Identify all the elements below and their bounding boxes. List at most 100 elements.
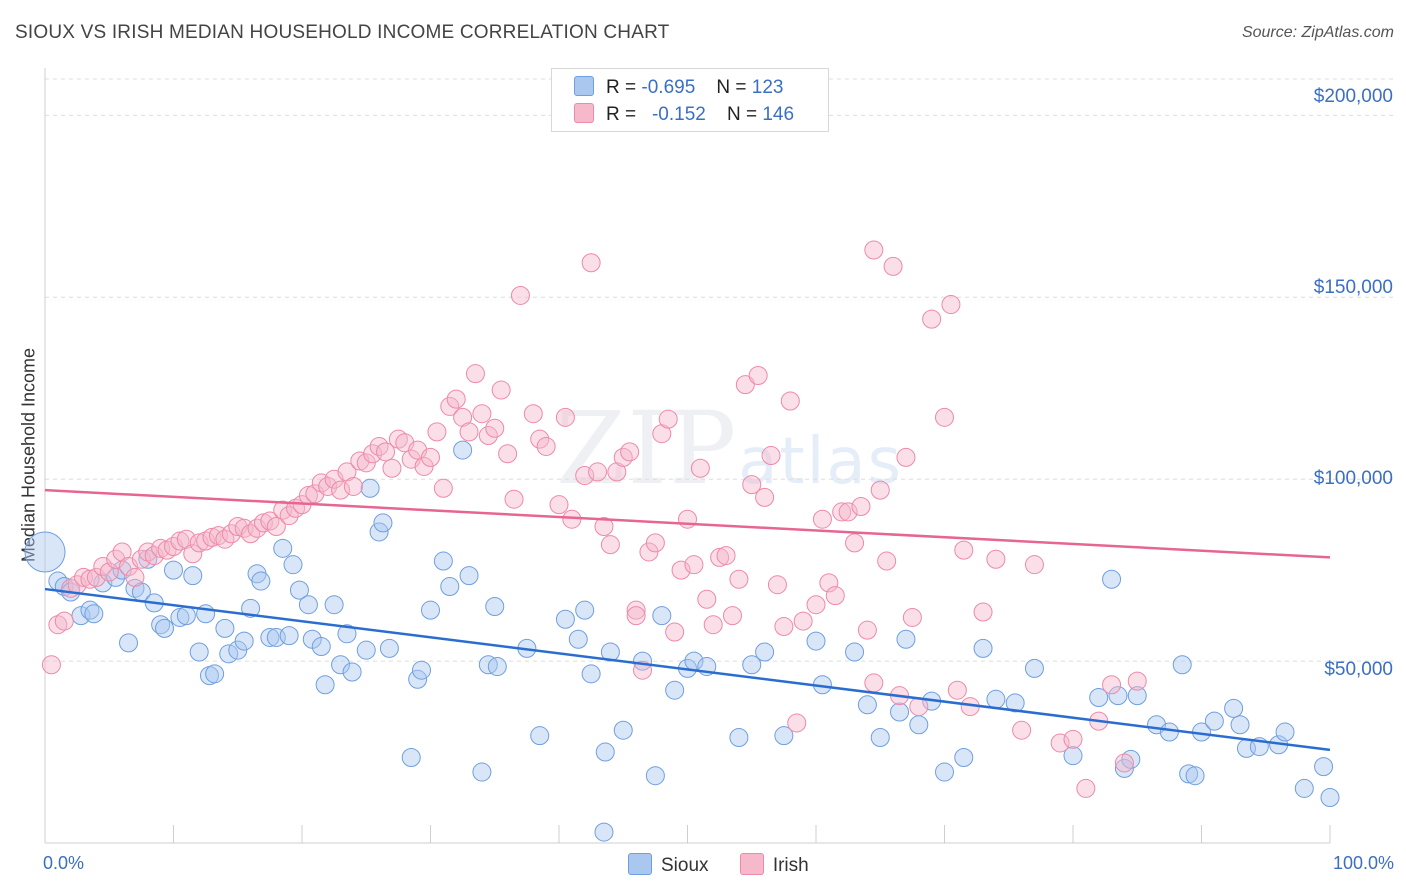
data-point-sioux [283,555,303,575]
watermark-zip: ZIP [556,390,739,507]
data-point-irish [440,396,460,416]
series-legend: Sioux Irish [628,853,835,877]
data-point-irish [986,549,1006,569]
data-point-irish [652,424,672,444]
data-point-irish [755,487,775,507]
data-point-irish [684,555,704,575]
data-point-sioux [24,531,66,573]
data-point-sioux [1275,722,1295,742]
data-point-irish [941,295,961,315]
data-point-irish [459,422,479,442]
data-point-sioux [568,629,588,649]
data-point-sioux [176,606,196,626]
data-point-irish [1063,729,1083,749]
data-point-sioux [645,766,665,786]
data-point-irish [472,404,492,424]
data-point-sioux [260,627,280,647]
data-point-sioux [857,695,877,715]
data-point-sioux [273,538,293,558]
data-point-irish [1076,778,1096,798]
data-point-sioux [80,600,100,620]
trend-line-sioux [44,587,1331,752]
data-point-irish [369,436,389,456]
data-point-irish [716,546,736,566]
data-point-irish [1024,555,1044,575]
data-point-sioux [331,655,351,675]
data-point-sioux [1005,693,1025,713]
data-point-sioux [84,604,104,624]
data-point-sioux [183,566,203,586]
data-point-irish [697,589,717,609]
data-point-irish [845,533,865,553]
data-point-irish [1012,720,1032,740]
data-point-irish [607,462,627,482]
data-point-sioux [594,822,614,842]
data-point-irish [388,429,408,449]
data-point-sioux [1179,764,1199,784]
data-point-irish [138,542,158,562]
data-point-irish [658,409,678,429]
legend-n-value-irish: 146 [762,104,795,125]
y-tick-label: $150,000 [1313,277,1393,298]
data-point-sioux [373,513,393,533]
data-point-irish [54,611,74,631]
data-point-irish [922,309,942,329]
data-point-irish [266,516,286,536]
data-point-sioux [241,598,261,618]
data-point-irish [735,375,755,395]
data-point-irish [665,622,685,642]
x-tick-label-min: 0.0% [43,853,85,873]
data-point-sioux [487,657,507,677]
data-point-irish [491,380,511,400]
data-point-sioux [1159,722,1179,742]
data-point-irish [742,475,762,495]
data-point-irish [896,447,916,467]
data-point-irish [954,540,974,560]
watermark: ZIPatlas [556,390,903,507]
data-point-sioux [189,642,209,662]
data-point-sioux [909,715,929,735]
data-point-sioux [170,607,190,627]
data-point-sioux [742,655,762,675]
data-point-irish [112,542,132,562]
legend-r-value-irish: -0.152 [651,104,706,125]
data-point-irish [318,476,338,496]
legend-r-label: R = [606,104,637,125]
data-point-sioux [729,727,749,747]
data-point-irish [832,502,852,522]
data-point-sioux [530,726,550,746]
data-point-sioux [1127,686,1147,706]
data-point-irish [883,256,903,276]
data-point-irish [594,516,614,536]
data-point-irish [626,606,646,626]
y-tick-label: $100,000 [1313,468,1393,489]
data-point-irish [787,713,807,733]
data-point-irish [748,366,768,386]
data-point-irish [671,560,691,580]
data-point-sioux [279,626,299,646]
data-point-irish [485,418,505,438]
data-point-sioux [337,624,357,644]
legend-swatch-sioux [628,853,652,875]
data-point-sioux [896,629,916,649]
data-point-irish [157,540,177,560]
data-point-sioux [289,580,309,600]
data-point-irish [86,567,106,587]
data-point-irish [311,473,331,493]
data-point-irish [819,573,839,593]
data-point-irish [1127,671,1147,691]
chart-title: SIOUX VS IRISH MEDIAN HOUSEHOLD INCOME C… [15,22,670,43]
data-point-irish [825,586,845,606]
data-point-sioux [472,762,492,782]
data-point-irish [421,447,440,467]
data-point-irish [722,606,742,626]
data-point-irish [935,407,954,427]
legend-item-irish[interactable]: Irish [739,853,809,877]
data-point-sioux [973,638,993,658]
data-point-sioux [1230,715,1250,735]
legend-n-label: N = [726,104,758,125]
data-point-sioux [164,560,183,580]
legend-item-sioux[interactable]: Sioux [628,853,709,877]
data-point-irish [337,462,357,482]
data-point-irish [774,617,794,637]
